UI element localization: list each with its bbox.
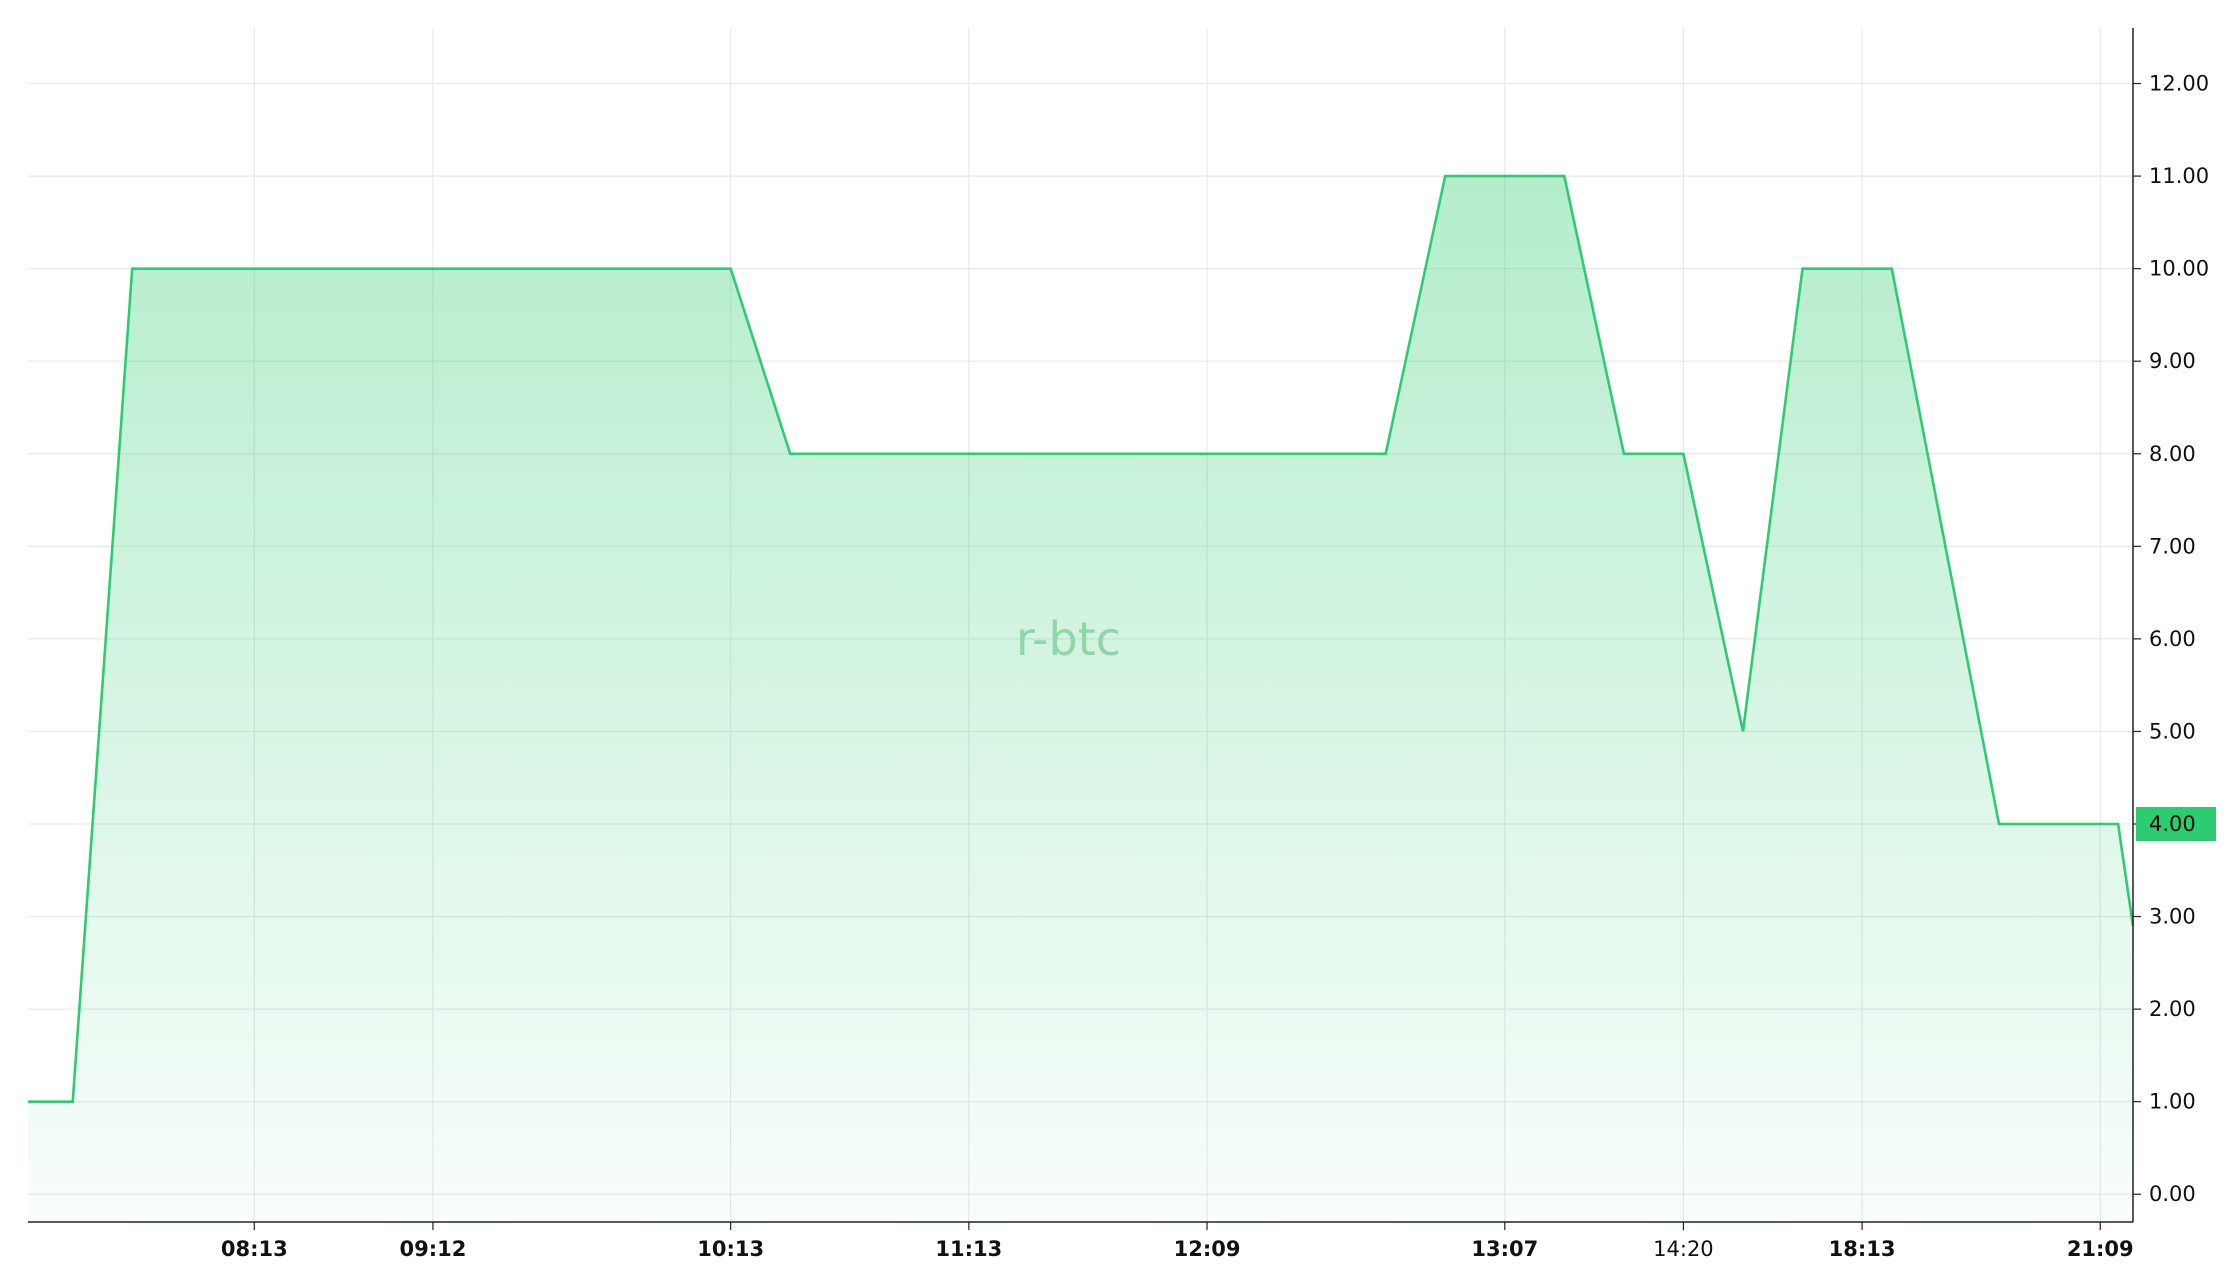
y-tick-label: 9.00 bbox=[2149, 349, 2196, 373]
y-tick-label: 12.00 bbox=[2149, 72, 2209, 96]
x-tick-label: 12:09 bbox=[1174, 1237, 1241, 1261]
y-tick-label: 5.00 bbox=[2149, 719, 2196, 743]
y-tick-label: 8.00 bbox=[2149, 442, 2196, 466]
last-value-label: 4.00 bbox=[2149, 812, 2196, 836]
x-tick-label: 08:13 bbox=[221, 1237, 288, 1261]
x-tick-label: 10:13 bbox=[697, 1237, 764, 1261]
last-value-badge: 4.00 bbox=[2136, 807, 2216, 841]
y-axis: 0.00 1.00 2.00 3.00 4.00 5.00 6.00 7.00 8.00 9.00… bbox=[2133, 72, 2209, 1206]
y-tick-label: 1.00 bbox=[2149, 1090, 2196, 1114]
y-tick-label: 10.00 bbox=[2149, 257, 2209, 281]
x-axis: 08:13 09:12 10:13 11:13 12:09 13:07 14:20 18:13… bbox=[221, 1222, 2134, 1261]
y-tick-label: 0.00 bbox=[2149, 1182, 2196, 1206]
x-tick-label: 14:20 bbox=[1653, 1237, 1714, 1261]
series-line bbox=[28, 174, 2135, 1103]
x-tick-label: 09:12 bbox=[399, 1237, 466, 1261]
last-value-badge-bg bbox=[2136, 807, 2216, 841]
x-tick-label: 18:13 bbox=[1829, 1237, 1896, 1261]
x-tick-label: 13:07 bbox=[1471, 1237, 1538, 1261]
x-tick-label: 11:13 bbox=[935, 1237, 1002, 1261]
y-tick-label: 7.00 bbox=[2149, 534, 2196, 558]
x-tick-label: 21:09 bbox=[2067, 1237, 2134, 1261]
y-tick-label: 3.00 bbox=[2149, 905, 2196, 929]
y-tick-label: 6.00 bbox=[2149, 627, 2196, 651]
y-tick-label: 11.00 bbox=[2149, 164, 2209, 188]
y-tick-label: 2.00 bbox=[2149, 997, 2196, 1021]
series-area bbox=[28, 176, 2133, 1223]
chart-watermark: r-btc bbox=[1016, 612, 1121, 666]
